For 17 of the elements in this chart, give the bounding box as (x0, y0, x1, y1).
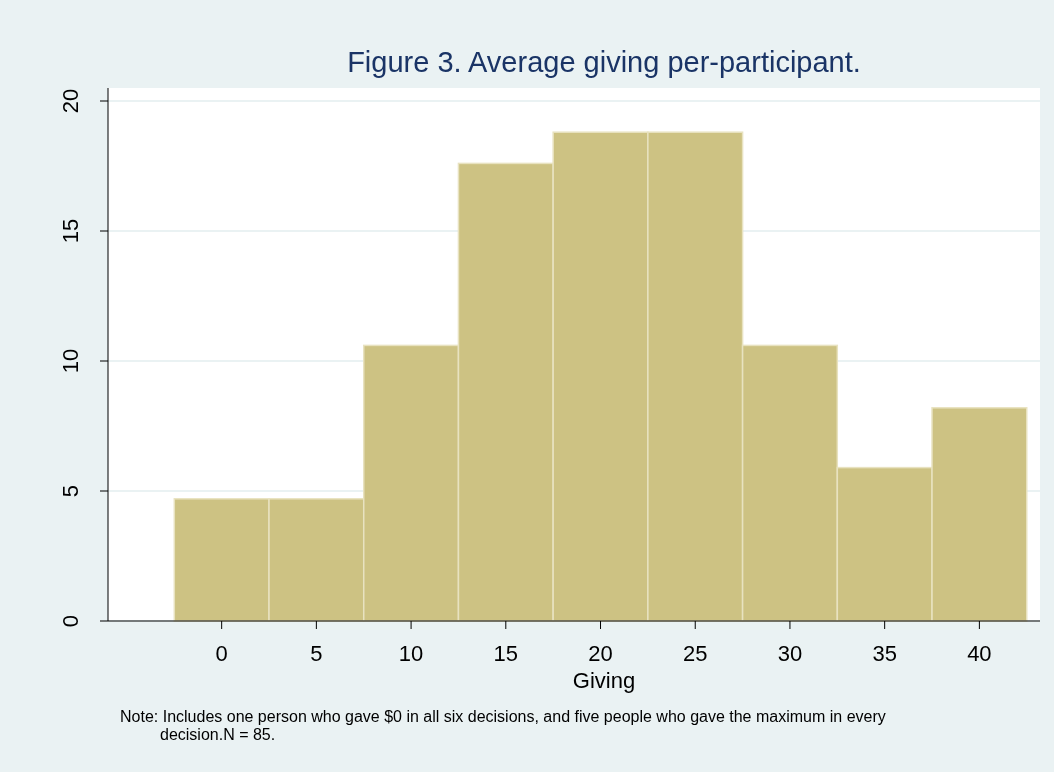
y-tick-label: 15 (58, 218, 83, 244)
x-tick-label: 0 (215, 641, 228, 666)
y-tick-label: 10 (58, 348, 83, 374)
y-tick-label: 20 (58, 88, 83, 114)
y-tick-label: 5 (58, 484, 83, 498)
x-tick-label: 25 (682, 641, 708, 666)
chart-title: Figure 3. Average giving per-participant. (347, 46, 861, 78)
y-tick-label: 0 (58, 614, 83, 628)
x-tick-label: 15 (493, 641, 519, 666)
x-axis-title: Giving (572, 668, 636, 693)
x-tick-label: 5 (310, 641, 323, 666)
x-tick-label: 20 (588, 641, 613, 666)
x-tick-label: 30 (777, 641, 803, 666)
text: Note: Includes one person who gave $0 in all six decisions, and five people who gave the maximum in every decision.N = 85. (120, 708, 886, 743)
x-tick-label: 10 (398, 641, 424, 666)
x-tick-label: 40 (967, 641, 992, 666)
x-tick-label: 35 (872, 641, 897, 666)
